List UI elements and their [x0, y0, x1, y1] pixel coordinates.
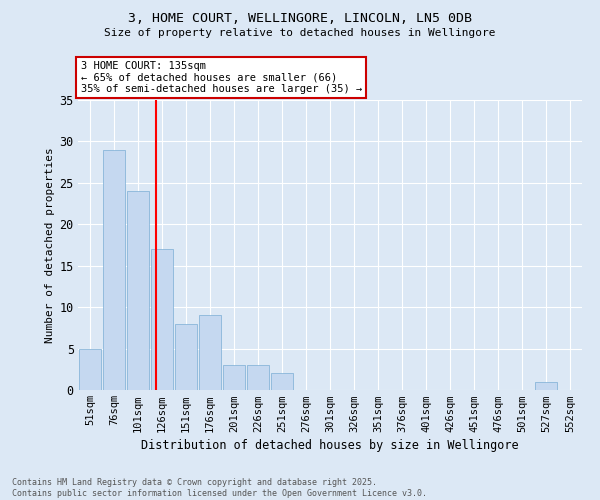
Bar — [79, 348, 101, 390]
X-axis label: Distribution of detached houses by size in Wellingore: Distribution of detached houses by size … — [141, 438, 519, 452]
Text: Contains HM Land Registry data © Crown copyright and database right 2025.
Contai: Contains HM Land Registry data © Crown c… — [12, 478, 427, 498]
Bar — [103, 150, 125, 390]
Bar — [151, 249, 173, 390]
Y-axis label: Number of detached properties: Number of detached properties — [46, 147, 55, 343]
Text: 3 HOME COURT: 135sqm
← 65% of detached houses are smaller (66)
35% of semi-detac: 3 HOME COURT: 135sqm ← 65% of detached h… — [80, 61, 362, 94]
Bar — [223, 365, 245, 390]
Bar — [535, 382, 557, 390]
Text: Size of property relative to detached houses in Wellingore: Size of property relative to detached ho… — [104, 28, 496, 38]
Bar — [175, 324, 197, 390]
Bar — [271, 374, 293, 390]
Text: 3, HOME COURT, WELLINGORE, LINCOLN, LN5 0DB: 3, HOME COURT, WELLINGORE, LINCOLN, LN5 … — [128, 12, 472, 26]
Bar — [127, 191, 149, 390]
Bar — [247, 365, 269, 390]
Bar — [199, 316, 221, 390]
